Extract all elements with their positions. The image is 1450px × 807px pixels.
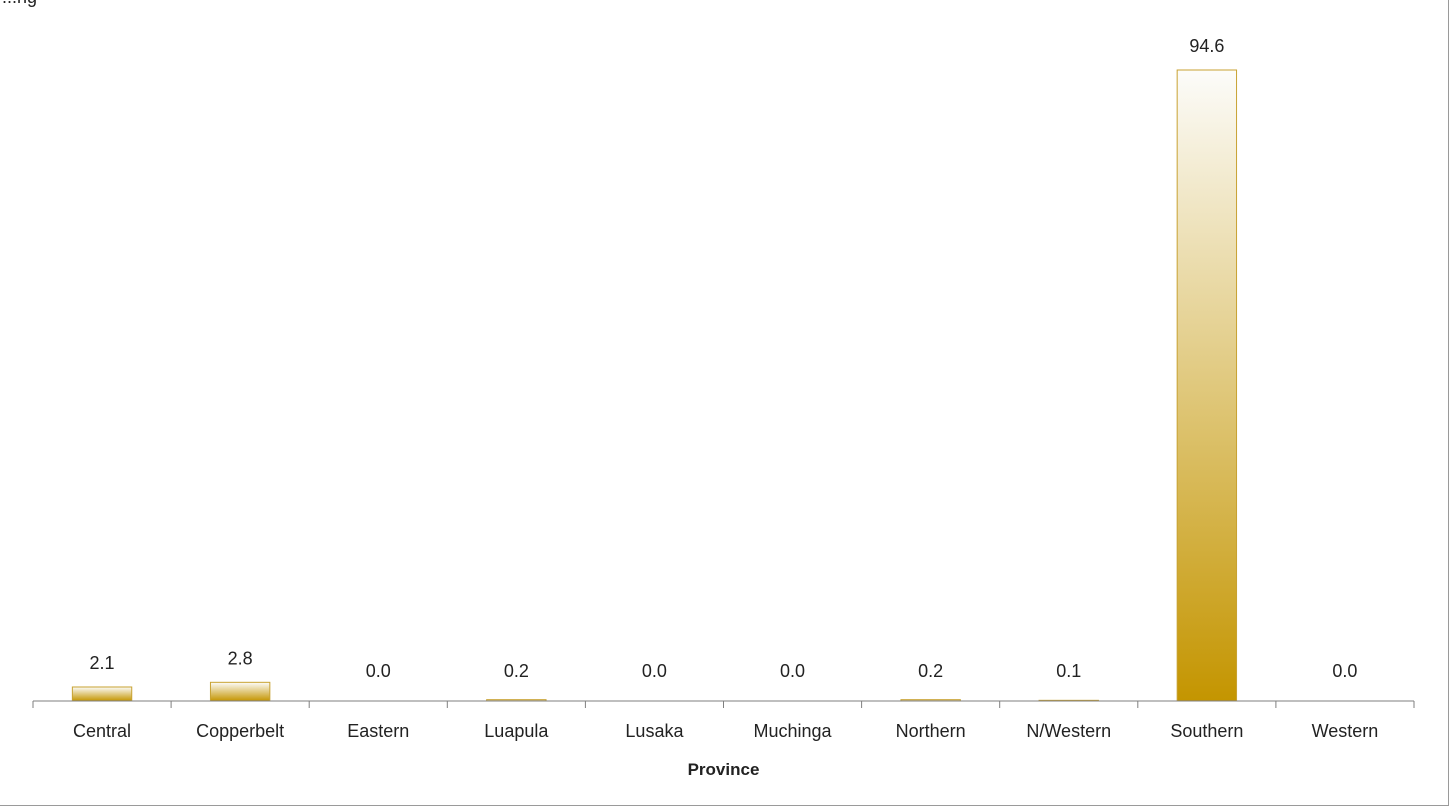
x-axis-tick-labels: Central Copperbelt Eastern Luapula Lusaka Muc… <box>73 721 1378 741</box>
category-label: Western <box>1312 721 1379 741</box>
category-label: Central <box>73 721 131 741</box>
value-label: 0.0 <box>642 661 667 681</box>
x-axis-ticks <box>32 701 1415 708</box>
bars-group <box>71 69 1238 702</box>
category-label: Copperbelt <box>196 721 284 741</box>
bar-southern <box>1176 69 1238 702</box>
value-label: 2.1 <box>90 653 115 673</box>
category-label: Muchinga <box>754 721 833 741</box>
bar-central <box>71 686 133 702</box>
value-label: 0.0 <box>366 661 391 681</box>
cropped-heading-text: ...ng <box>2 0 37 8</box>
category-label: Southern <box>1170 721 1243 741</box>
category-label: Luapula <box>484 721 549 741</box>
x-axis-title: Province <box>688 760 760 779</box>
value-label: 94.6 <box>1189 36 1224 56</box>
value-label: 0.0 <box>780 661 805 681</box>
bar-copperbelt <box>209 681 271 702</box>
category-label: Eastern <box>347 721 409 741</box>
value-label: 0.0 <box>1332 661 1357 681</box>
value-labels-group: 2.1 2.8 0.0 0.2 0.0 0.0 0.2 0.1 94.6 0.0 <box>90 36 1358 681</box>
value-label: 2.8 <box>228 648 253 668</box>
cropped-heading-fragment: ...ng <box>0 0 90 8</box>
category-label: Lusaka <box>625 721 684 741</box>
value-label: 0.1 <box>1056 661 1081 681</box>
value-label: 0.2 <box>918 661 943 681</box>
category-label: N/Western <box>1026 721 1111 741</box>
category-label: Northern <box>896 721 966 741</box>
value-label: 0.2 <box>504 661 529 681</box>
